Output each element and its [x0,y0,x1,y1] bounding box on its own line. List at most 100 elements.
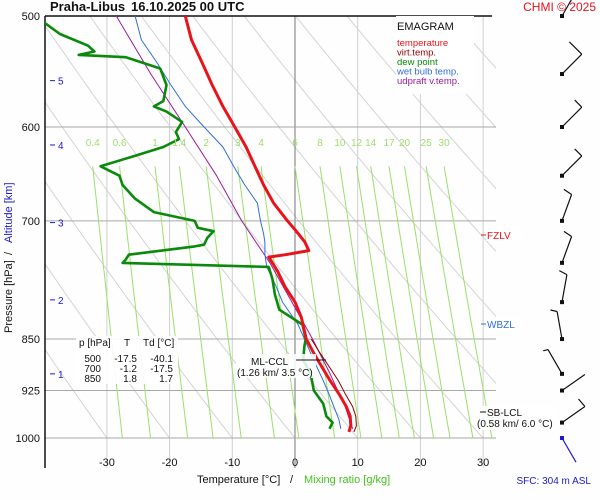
x-tick-label: -20 [162,457,178,469]
y-tick-label: 1000 [16,433,40,445]
wind-barb [560,398,586,425]
grid-layer [44,0,600,468]
wind-barb [560,188,573,223]
wind-barb-staff [561,53,583,75]
mixing-ratio-line [370,166,415,439]
mixing-ratio-line [294,166,336,439]
mixing-ratio-line [92,166,123,439]
x-tick-label: -30 [99,457,115,469]
sb-lcl-value: (0.58 km/ 6.0 °C) [477,419,553,430]
table-header-t: T [124,338,130,349]
legend: EMAGRAM temperature virt.temp. dew point… [396,16,474,94]
wbzl-background [486,318,522,330]
legend-item-updraft: udpraft v.temp. [397,76,460,87]
mixing-ratio-line [319,166,362,439]
y-axis-separator: / [3,251,15,255]
table-cell: 700 [84,364,101,375]
wind-barb-staff [561,236,573,264]
fzlv-annotation: FZLV [481,229,522,242]
table-cell: 1.7 [159,374,173,385]
sounding-datetime: 16.10.2025 00 UTC [131,0,245,14]
y-tick-label: 925 [22,386,40,398]
mixing-ratio-line [339,166,383,439]
wind-barbs-layer [543,0,586,463]
wbzl-annotation: WBZL [481,318,522,331]
table-cell: -17.5 [114,354,137,365]
mixing-ratio-line [119,166,151,439]
legend-item-virtual-temp: virt.temp. [397,48,436,59]
mixing-ratio-line [154,166,189,439]
wind-barb [560,436,577,463]
table-cell: 500 [84,354,101,365]
surface-elevation: SFC: 304 m ASL [517,476,592,487]
ml-ccl-label: ML-CCL [251,357,289,368]
ml-ccl-annotation: ML-CCL (1.26 km/ 3.5 °C) [236,354,326,379]
wind-barb-feather [578,398,586,407]
mixing-ratio-label: 25 [421,138,433,149]
x-axis-title-mixing: Mixing ratio [g/kg] [304,474,390,486]
sb-lcl-background [476,406,558,430]
wind-barb [543,349,564,376]
wind-barb-staff [561,274,568,303]
x-tick-label: 0 [292,457,298,469]
wind-barb-staff [561,406,586,424]
wind-barb-staff [547,349,563,375]
mixing-ratio-line [205,166,242,439]
temperature-series [183,16,353,433]
dry-adiabat [45,348,108,439]
altitude-tick-label: 3 [58,219,64,230]
mixing-ratio-label: 17 [383,138,395,149]
y-axis-title-group: Pressure [hPa] / Altitude [km] [3,182,15,333]
mixing-ratio-label: 10 [334,138,346,149]
mixing-ratio-line [425,166,474,439]
wind-barb-staff [561,155,583,177]
fzlv-label: FZLV [487,231,511,242]
altitude-tick-label: 2 [58,296,64,307]
mixing-ratio-label: 4 [258,138,264,149]
y-axis-title-altitude: Altitude [km] [3,182,15,243]
wind-barb [560,148,583,178]
dry-adiabat [530,0,600,438]
wind-barb-feather [563,188,572,196]
mixing-ratio-label: 30 [439,138,451,149]
legend-item-dew-point: dew point [397,57,438,68]
wind-barb [559,270,568,305]
table-header-p: p [hPa] [79,338,111,349]
mixing-ratio-label: 2 [203,138,209,149]
legend-title: EMAGRAM [397,21,454,33]
dry-adiabat [140,16,484,439]
table-header-td: Td [°C] [143,338,174,349]
wbzl-label: WBZL [487,320,515,331]
y-tick-label: 500 [22,11,40,23]
mixing-ratio-label: 0.4 [86,138,100,149]
dry-adiabat [479,0,600,438]
sb-lcl-label: SB-LCL [487,408,522,419]
legend-background [396,16,474,94]
wind-barb-feather [559,270,568,276]
mixing-ratio-label: 0.6 [113,138,127,149]
table-background [76,336,178,384]
clipped-grid [45,0,600,468]
station-name: Praha-Libus [50,0,125,14]
x-tick-label: 30 [477,457,489,469]
updraft-series [115,16,354,429]
mixing-ratio-label: 14 [365,138,377,149]
wind-barb-staff [556,311,563,340]
level-table: p [hPa] T Td [°C] 500 -17.5 -40.1 700 -1… [76,336,178,385]
mixing-ratio-label: 1.4 [172,138,186,149]
dew-point-series [45,21,334,430]
x-tick-label: -10 [224,457,240,469]
x-tick-label: 20 [414,457,426,469]
mixing-ratio-line [260,166,300,439]
altitude-tick-label: 4 [58,141,64,152]
wind-barb [560,99,583,130]
wind-barb-feather [563,230,572,238]
legend-item-temperature: temperature [397,38,448,49]
sb-lcl-annotation: SB-LCL (0.58 km/ 6.0 °C) [476,406,558,430]
y-tick-label: 850 [22,334,40,346]
table-cell: -17.5 [150,364,173,375]
mixing-ratio-label: 8 [317,138,323,149]
table-cell: -40.1 [150,354,173,365]
x-tick-label: 10 [352,457,364,469]
